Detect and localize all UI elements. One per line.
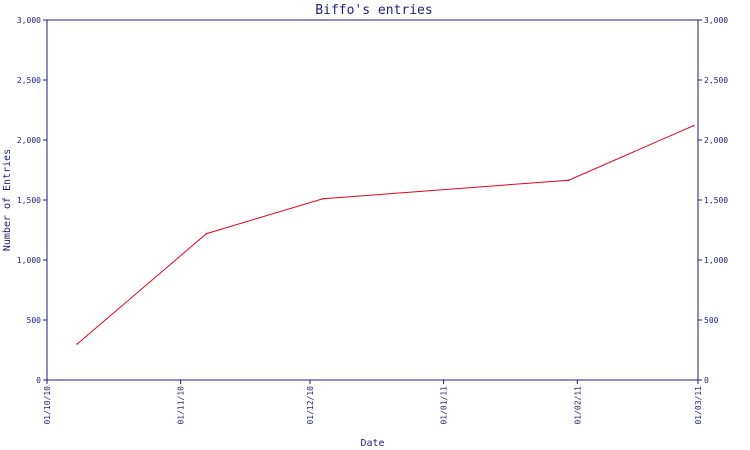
y-tick-label-left: 500 [27,316,42,325]
data-point [76,343,78,345]
y-tick-label-left: 2,000 [17,136,41,145]
x-axis: 01/10/10 01/11/10 01/12/10 01/01/11 01/02/11… [43,380,703,425]
data-point [322,198,324,200]
series-layer [76,124,695,345]
x-tick-label: 01/02/11 [573,386,582,425]
y-tick-label-left: 1,000 [17,256,41,265]
data-point [567,179,570,181]
data-point [692,124,695,127]
y-tick-label-right: 1,000 [704,256,728,265]
y-axis-label: Number of Entries [2,149,13,251]
x-tick-label: 01/10/10 [43,386,52,425]
plot-area [46,19,699,381]
y-tick-label-right: 1,500 [704,196,728,205]
y-tick-label-right: 2,500 [704,76,728,85]
data-point [205,232,208,235]
y-tick-label-right: 500 [704,316,719,325]
chart-title: Biffo's entries [315,3,432,18]
y-tick-label-right: 2,000 [704,136,728,145]
y-axis-right: 0 500 1,000 1,500 2,000 2,500 3,000 [698,16,728,385]
y-tick-label-left: 3,000 [17,16,41,25]
x-tick-label: 01/03/11 [694,386,703,425]
x-tick-label: 01/01/11 [440,386,449,425]
y-tick-label-right: 0 [704,376,709,385]
y-tick-label-right: 3,000 [704,16,728,25]
x-axis-label: Date [360,438,384,449]
y-tick-label-left: 0 [36,376,41,385]
y-axis-left: 0 500 1,000 1,500 2,000 2,500 3,000 [17,16,47,385]
y-tick-label-left: 1,500 [17,196,41,205]
x-tick-label: 01/11/10 [177,386,186,425]
y-tick-label-left: 2,500 [17,76,41,85]
x-tick-label: 01/12/10 [306,386,315,425]
